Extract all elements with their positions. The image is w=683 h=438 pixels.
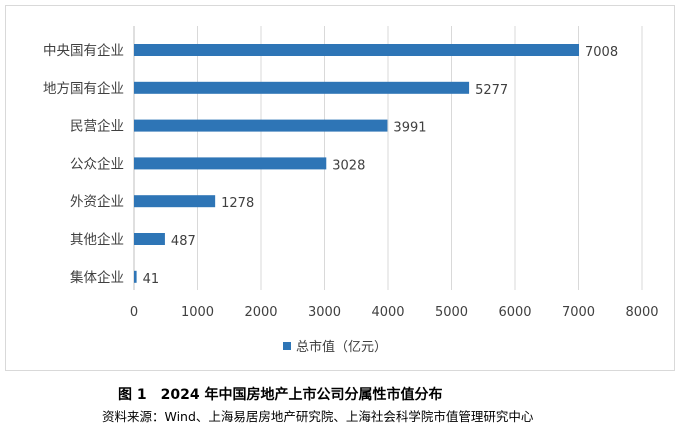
x-tick-label: 0 (130, 305, 138, 320)
bar (134, 44, 580, 56)
data-label: 3991 (393, 121, 426, 136)
category-label: 中央国有企业 (43, 42, 124, 59)
category-label: 地方国有企业 (43, 80, 124, 97)
x-tick-label: 5000 (435, 305, 468, 320)
data-label: 7008 (585, 45, 618, 60)
x-axis-ticks: 0 1000 2000 3000 4000 5000 6000 7000 8000 (130, 305, 659, 320)
x-tick-label: 6000 (498, 305, 531, 320)
category-label: 外资企业 (70, 193, 124, 210)
legend-label: 总市值（亿元） (296, 339, 387, 355)
data-label: 5277 (475, 83, 508, 98)
figure-title: 图 1 2024 年中国房地产上市公司分属性市值分布 (118, 387, 443, 403)
category-label: 公众企业 (70, 155, 124, 172)
bar (134, 195, 216, 208)
data-label: 41 (143, 272, 160, 287)
x-tick-label: 3000 (308, 305, 341, 320)
bar (134, 270, 137, 283)
bars (134, 44, 580, 283)
category-label: 其他企业 (70, 231, 124, 248)
data-labels: 7008 5277 3991 3028 1278 487 41 (143, 45, 618, 287)
x-tick-label: 1000 (181, 305, 214, 320)
bar (134, 81, 470, 94)
chart-frame: 中央国有企业 地方国有企业民营企业公众企业外资企业其他企业集体企业 7008 527… (5, 5, 675, 371)
x-tick-label: 2000 (244, 305, 277, 320)
bar (134, 233, 165, 245)
data-label: 487 (171, 234, 196, 249)
data-label: 1278 (221, 196, 254, 211)
bar (134, 157, 327, 170)
figure-source: 资料来源：Wind、上海易居房地产研究院、上海社会科学院市值管理研究中心 (102, 409, 534, 424)
x-tick-label: 8000 (625, 305, 658, 320)
gridlines (133, 26, 643, 290)
data-label: 3028 (332, 158, 365, 173)
legend: 总市值（亿元） (283, 339, 387, 355)
category-label: 集体企业 (70, 269, 124, 286)
legend-swatch (283, 342, 291, 350)
x-tick-label: 7000 (562, 305, 595, 320)
category-label: 民营企业 (70, 118, 124, 135)
bar (134, 119, 388, 132)
x-tick-label: 4000 (371, 305, 404, 320)
